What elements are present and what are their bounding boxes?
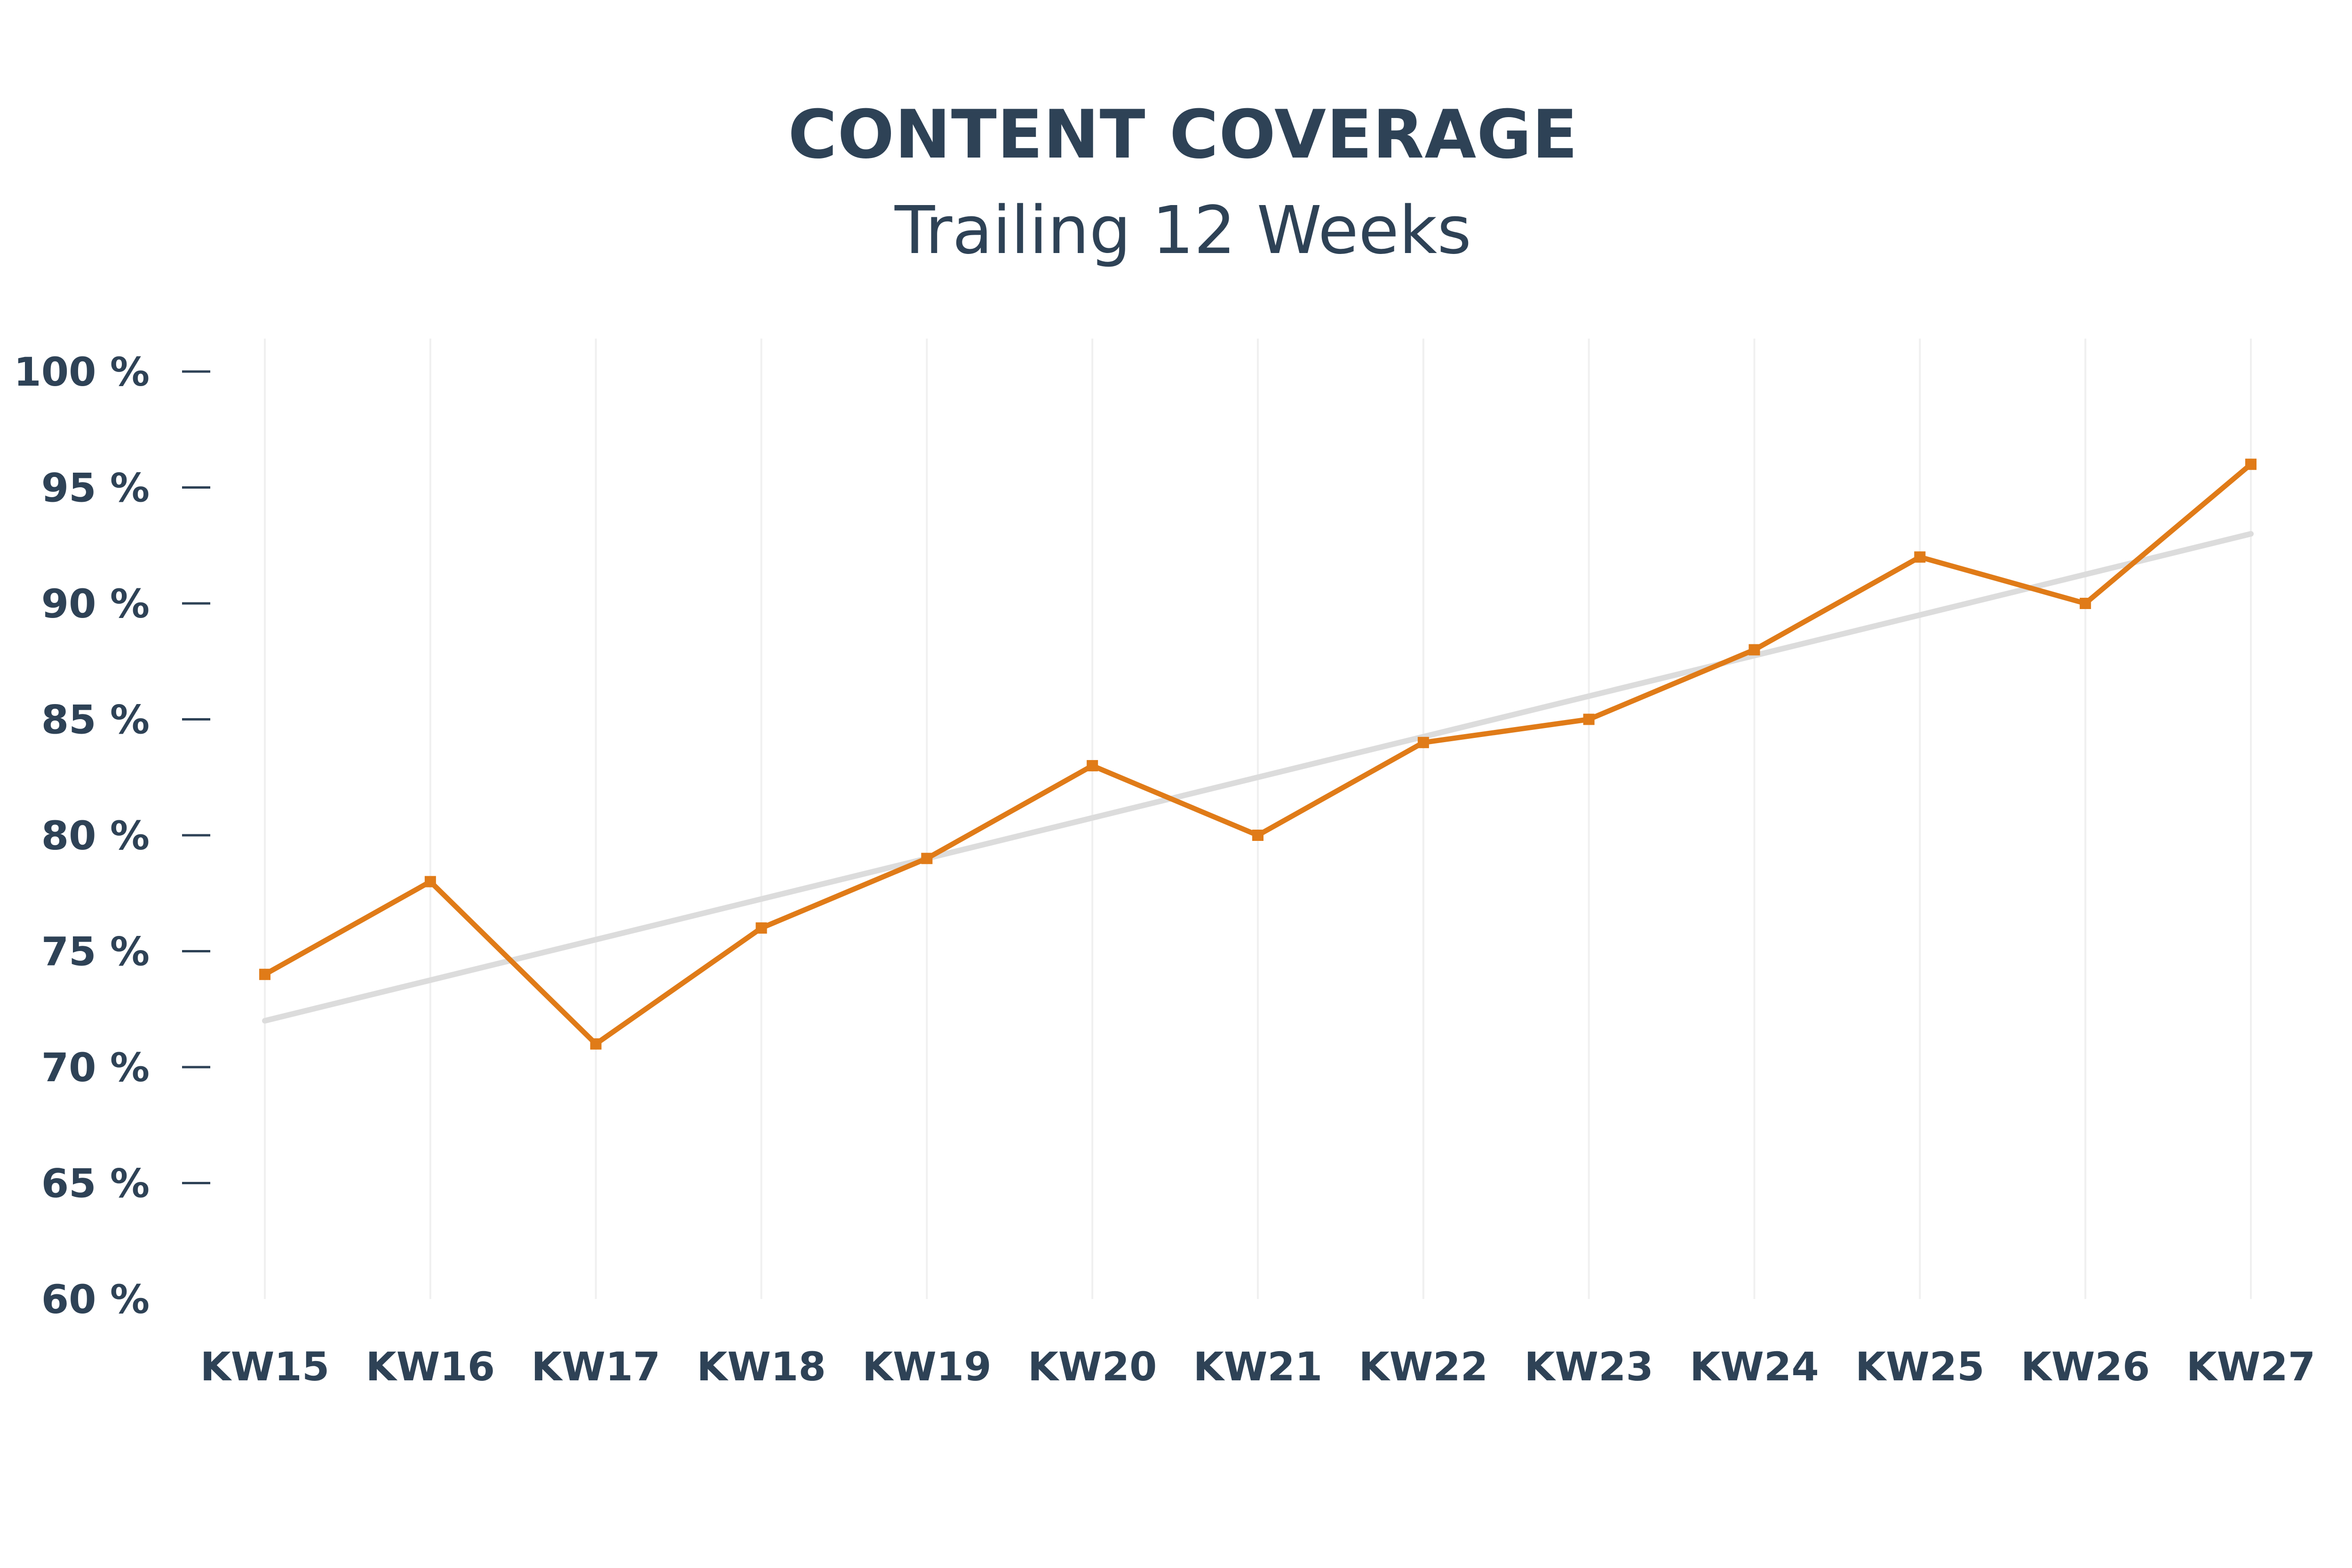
data-point-kw21 bbox=[1252, 830, 1263, 841]
data-point-kw22 bbox=[1417, 736, 1429, 748]
x-tick-label: KW18 bbox=[697, 1344, 826, 1390]
data-point-kw19 bbox=[921, 853, 933, 864]
y-tick-label: 65 % bbox=[41, 1161, 150, 1207]
chart-title: CONTENT COVERAGE bbox=[788, 96, 1578, 174]
y-tick-label: 85 % bbox=[41, 697, 150, 743]
gridlines bbox=[264, 339, 2252, 1299]
data-point-kw16 bbox=[424, 876, 436, 887]
data-point-kw23 bbox=[1583, 713, 1595, 725]
data-point-kw15 bbox=[259, 968, 270, 980]
data-point-kw20 bbox=[1087, 760, 1098, 772]
y-tick-label: 75 % bbox=[41, 929, 150, 975]
x-tick-label: KW23 bbox=[1524, 1344, 1653, 1390]
y-tick-label: 80 % bbox=[41, 813, 150, 859]
x-tick-label: KW25 bbox=[1855, 1344, 1985, 1390]
y-axis: 60 % 65 % 70 % 75 % 80 % 85 % 90 % 95 % 100 % bbox=[14, 349, 210, 1323]
y-tick-label: 60 % bbox=[41, 1276, 150, 1323]
x-tick-label: KW16 bbox=[366, 1344, 495, 1390]
data-point-kw18 bbox=[755, 922, 767, 934]
series bbox=[259, 459, 2257, 1050]
data-point-kw17 bbox=[590, 1038, 602, 1050]
data-point-kw25 bbox=[1914, 551, 1926, 563]
y-tick-label: 70 % bbox=[41, 1045, 150, 1091]
y-tick-label: 100 % bbox=[14, 349, 150, 395]
data-point-kw26 bbox=[2080, 598, 2091, 609]
x-axis: KW15 KW16 KW17 KW18 KW19 KW20 KW21 KW22 KW23 KW24… bbox=[200, 1344, 2316, 1390]
x-tick-label: KW27 bbox=[2186, 1344, 2316, 1390]
chart-subtitle: Trailing 12 Weeks bbox=[894, 192, 1471, 269]
x-tick-label: KW17 bbox=[531, 1344, 660, 1390]
x-tick-label: KW24 bbox=[1690, 1344, 1819, 1390]
x-tick-label: KW22 bbox=[1359, 1344, 1488, 1390]
x-tick-label: KW15 bbox=[200, 1344, 330, 1390]
y-tick-label: 95 % bbox=[41, 465, 150, 511]
trendline bbox=[262, 531, 2254, 1024]
x-tick-label: KW21 bbox=[1193, 1344, 1323, 1390]
trendline-line bbox=[262, 531, 2254, 1024]
x-tick-label: KW20 bbox=[1028, 1344, 1157, 1390]
data-point-kw24 bbox=[1748, 644, 1760, 656]
data-point-kw27 bbox=[2245, 459, 2257, 470]
x-tick-label: KW26 bbox=[2021, 1344, 2150, 1390]
x-tick-label: KW19 bbox=[862, 1344, 992, 1390]
y-tick-label: 90 % bbox=[41, 581, 150, 627]
